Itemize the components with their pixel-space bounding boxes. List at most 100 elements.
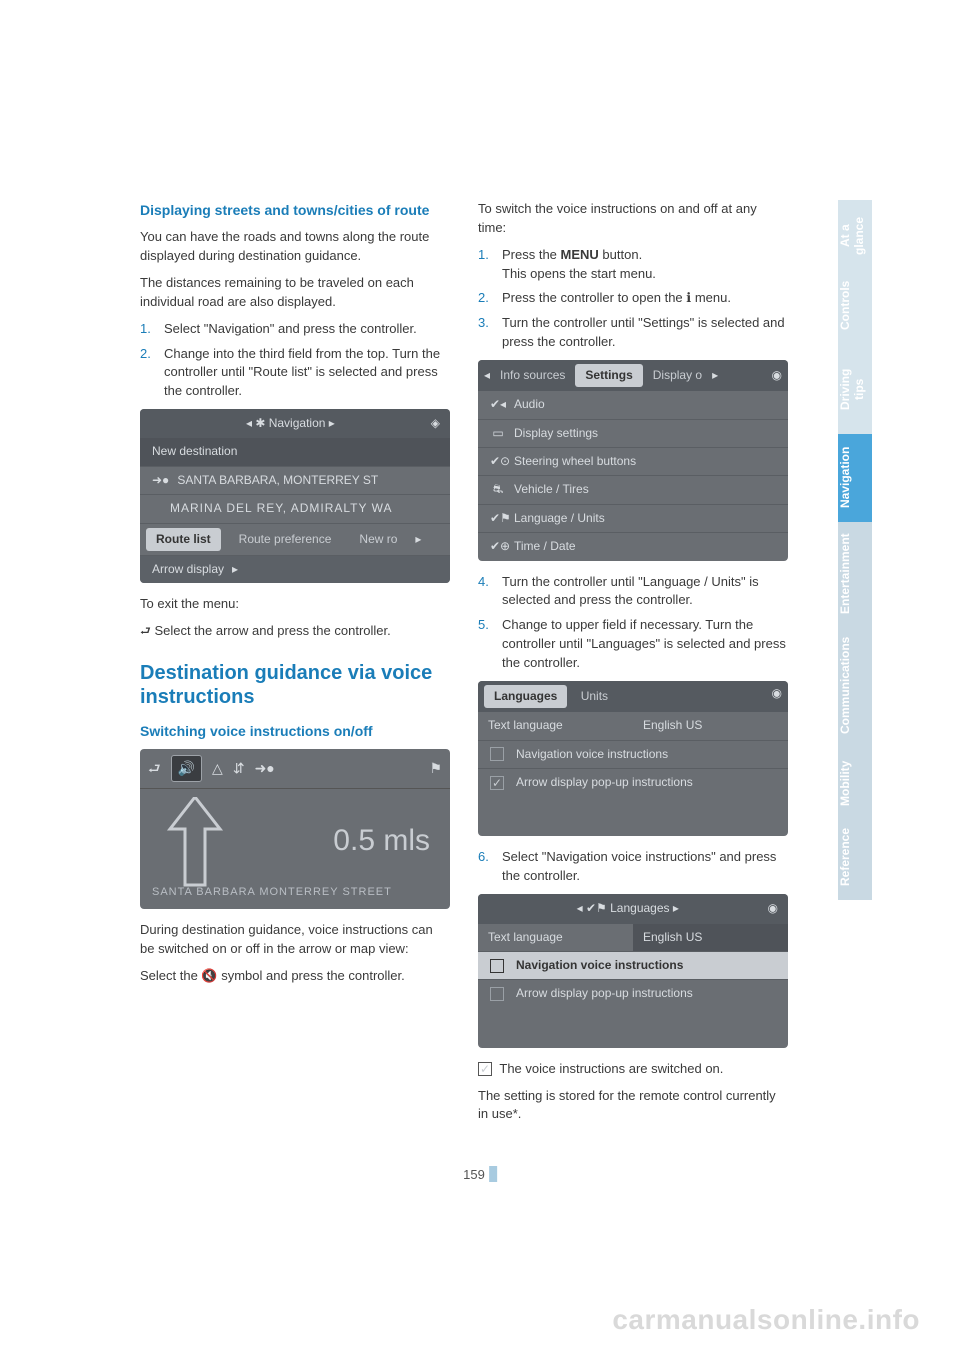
para: ⮐ Select the arrow and press the control… bbox=[140, 622, 450, 641]
audio-icon: ✔◂ bbox=[490, 396, 506, 413]
para: The setting is stored for the remote con… bbox=[478, 1087, 788, 1125]
lang-grid: Text language English US bbox=[478, 712, 788, 740]
left-column: Displaying streets and towns/cities of r… bbox=[140, 200, 450, 1132]
lang-row: Navigation voice instructions bbox=[478, 741, 788, 769]
para: During destination guidance, voice instr… bbox=[140, 921, 450, 959]
right-column: To switch the voice instructions on and … bbox=[478, 200, 788, 1132]
lang-row: Arrow display pop-up instructions bbox=[478, 980, 788, 1007]
list-item: 5. Change to upper field if necessary. T… bbox=[478, 616, 788, 673]
shot-title-bar: ◂ ✱ Navigation ▸ ◈ bbox=[140, 409, 450, 438]
scale-icon: ⇵ bbox=[233, 758, 245, 778]
list-item: 1. Press the MENU button. This opens the… bbox=[478, 246, 788, 284]
tab-route-list: Route list bbox=[146, 528, 221, 551]
page-content: Displaying streets and towns/cities of r… bbox=[140, 200, 800, 1132]
list-item: 2. Press the controller to open the ℹ me… bbox=[478, 289, 788, 308]
chevron-left-icon: ◂ bbox=[577, 901, 586, 915]
nav-icon: ◂ ✱ bbox=[246, 416, 269, 430]
nav-icon: ▸ bbox=[329, 416, 335, 430]
page-marker-icon bbox=[489, 1166, 497, 1182]
shot-tab-bar: Languages Units ◉ bbox=[478, 681, 788, 712]
tab-new: New ro bbox=[349, 528, 407, 551]
route-icon: ➜● bbox=[255, 758, 275, 778]
wheel-icon: ✔⊙ bbox=[490, 453, 506, 470]
warning-icon: △ bbox=[212, 758, 223, 778]
lang-title: Languages bbox=[610, 901, 669, 915]
list-text: Turn the controller until "Settings" is … bbox=[502, 314, 788, 352]
list-item: 4. Turn the controller until "Language /… bbox=[478, 573, 788, 611]
row-tabs: Route list Route preference New ro ▸ bbox=[140, 524, 450, 556]
row-destination: ➜● SANTA BARBARA, MONTERREY ST bbox=[140, 467, 450, 495]
row-new-destination: New destination bbox=[140, 438, 450, 466]
vehicle-icon: ⛐ bbox=[490, 481, 506, 498]
list-item: 1. Select "Navigation" and press the con… bbox=[140, 320, 450, 339]
list-number: 1. bbox=[478, 246, 502, 284]
street-text: SANTA BARBARA MONTERREY STREET bbox=[152, 885, 392, 901]
voice-on-text: The voice instructions are switched on. bbox=[499, 1061, 723, 1076]
para: The voice instructions are switched on. bbox=[478, 1060, 788, 1079]
tab-driving-tips[interactable]: Driving tips bbox=[838, 344, 872, 434]
compass-icon: ◈ bbox=[431, 415, 440, 432]
cell-english: English US bbox=[633, 712, 788, 740]
tab-mobility[interactable]: Mobility bbox=[838, 748, 872, 820]
list-number: 2. bbox=[140, 345, 164, 402]
list-text: Select "Navigation voice instructions" a… bbox=[502, 848, 788, 886]
screenshot-settings: ◂ Info sources Settings Display o ▸ ◉ ✔◂… bbox=[478, 360, 788, 561]
back-arrow-icon: ⮐ bbox=[140, 623, 151, 640]
tab-settings: Settings bbox=[575, 364, 642, 387]
list-item: 2. Change into the third field from the … bbox=[140, 345, 450, 402]
tab-info-sources: Info sources bbox=[490, 364, 575, 387]
flag-icon: ✔⚑ bbox=[586, 901, 610, 915]
checkbox-checked-icon bbox=[490, 776, 504, 790]
arrow-display-text: Arrow display bbox=[152, 561, 224, 578]
tab-entertainment[interactable]: Entertainment bbox=[838, 522, 872, 628]
screenshot-arrow-nav: ⮐ 🔊 △ ⇵ ➜● ⚑ 0.5 mls SANTA BARBARA MONTE… bbox=[140, 749, 450, 909]
cell-text-lang: Text language bbox=[478, 712, 633, 740]
checkbox-icon bbox=[490, 747, 504, 761]
heading-switching-voice: Switching voice instructions on/off bbox=[140, 721, 450, 741]
side-tabs: At a glance Controls Driving tips Naviga… bbox=[838, 200, 872, 900]
tab-at-a-glance[interactable]: At a glance bbox=[838, 200, 872, 272]
list-number: 4. bbox=[478, 573, 502, 611]
tab-units: Units bbox=[571, 685, 618, 708]
checkbox-checked-icon bbox=[490, 959, 504, 973]
para: To switch the voice instructions on and … bbox=[478, 200, 788, 238]
tab-controls[interactable]: Controls bbox=[838, 272, 872, 344]
tab-reference[interactable]: Reference bbox=[838, 820, 872, 900]
tab-route-pref: Route preference bbox=[229, 528, 342, 551]
tab-languages: Languages bbox=[484, 685, 567, 708]
list-item: 6. Select "Navigation voice instructions… bbox=[478, 848, 788, 886]
knob-icon: ◉ bbox=[772, 685, 782, 702]
back-icon: ⮐ bbox=[148, 758, 161, 778]
list-number: 5. bbox=[478, 616, 502, 673]
para: You can have the roads and towns along t… bbox=[140, 228, 450, 266]
cell-text-lang: Text language bbox=[478, 924, 633, 952]
chevron-right-icon: ▸ bbox=[673, 901, 679, 915]
settings-row: ✔⚑Language / Units bbox=[478, 505, 788, 533]
distance-text: 0.5 mls bbox=[333, 819, 430, 863]
shot-title-bar: ◂ ✔⚑ Languages ▸ ◉ bbox=[478, 894, 788, 923]
list-number: 1. bbox=[140, 320, 164, 339]
display-icon: ▭ bbox=[490, 425, 506, 442]
list-number: 2. bbox=[478, 289, 502, 308]
flag-icon: ⚑ bbox=[429, 758, 442, 778]
arrow-icon: ➜● bbox=[152, 472, 169, 489]
row-destination: MARINA DEL REY, ADMIRALTY WA bbox=[140, 495, 450, 523]
settings-row: ▭Display settings bbox=[478, 420, 788, 448]
checkbox-icon bbox=[490, 987, 504, 1001]
list-text: Press the controller to open the ℹ menu. bbox=[502, 289, 788, 308]
lang-icon: ✔⚑ bbox=[490, 510, 506, 527]
screenshot-navigation: ◂ ✱ Navigation ▸ ◈ New destination ➜● SA… bbox=[140, 409, 450, 583]
knob-icon: ◉ bbox=[768, 900, 778, 917]
list-text: Press the MENU button. This opens the st… bbox=[502, 246, 788, 284]
settings-row: ✔◂Audio bbox=[478, 391, 788, 419]
up-arrow-icon bbox=[160, 797, 230, 887]
exit-text: Select the arrow and press the controlle… bbox=[154, 623, 390, 638]
tab-communications[interactable]: Communications bbox=[838, 628, 872, 748]
arrow-top-bar: ⮐ 🔊 △ ⇵ ➜● ⚑ bbox=[140, 749, 450, 788]
tab-navigation[interactable]: Navigation bbox=[838, 434, 872, 522]
list-number: 6. bbox=[478, 848, 502, 886]
checkbox-checked-icon bbox=[478, 1062, 492, 1076]
screenshot-languages-2: ◂ ✔⚑ Languages ▸ ◉ Text language English… bbox=[478, 894, 788, 1048]
list-text: Turn the controller until "Language / Un… bbox=[502, 573, 788, 611]
cell-english: English US bbox=[633, 924, 788, 952]
